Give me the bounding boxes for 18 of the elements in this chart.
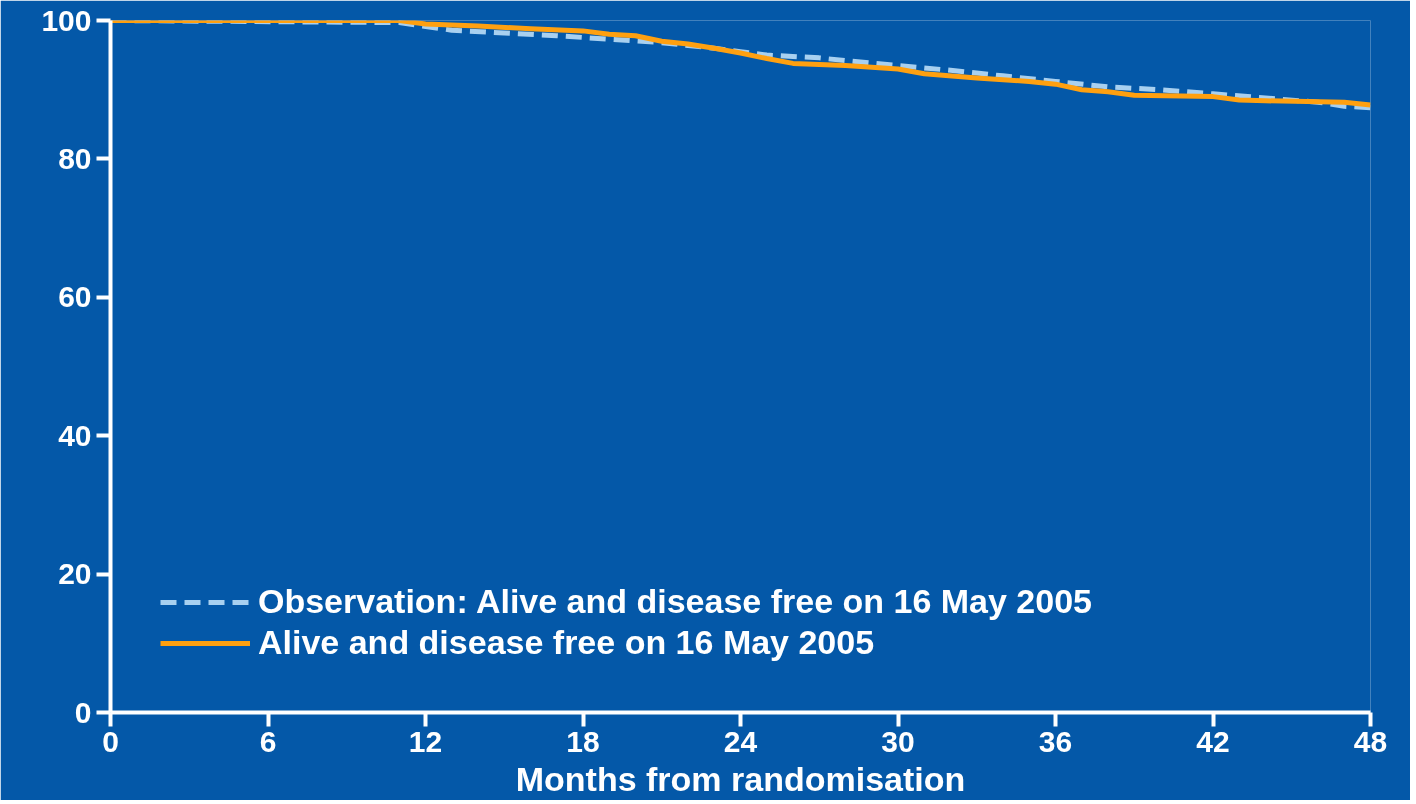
y-tick-label: 100	[41, 3, 92, 37]
x-tick-label: 18	[566, 724, 600, 758]
x-axis-title: Months from randomisation	[515, 759, 966, 798]
x-tick-label: 48	[1353, 724, 1388, 758]
x-tick-label: 0	[102, 724, 119, 758]
y-tick-label: 40	[58, 418, 92, 452]
x-tick-label: 30	[881, 724, 915, 758]
y-tick-label: 80	[58, 141, 92, 175]
x-tick-label: 36	[1038, 724, 1073, 758]
y-tick-label: 0	[74, 695, 92, 729]
x-tick-label: 6	[259, 724, 277, 758]
legend-label: Alive and disease free on 16 May 2005	[258, 623, 875, 662]
x-tick-label: 24	[723, 724, 758, 758]
legend-label: Observation: Alive and disease free on 16 May 2005	[258, 582, 1092, 621]
y-tick-label: 20	[58, 557, 92, 591]
y-tick-label: 60	[58, 280, 92, 314]
x-tick-label: 12	[408, 724, 443, 758]
x-tick-label: 42	[1196, 724, 1230, 758]
